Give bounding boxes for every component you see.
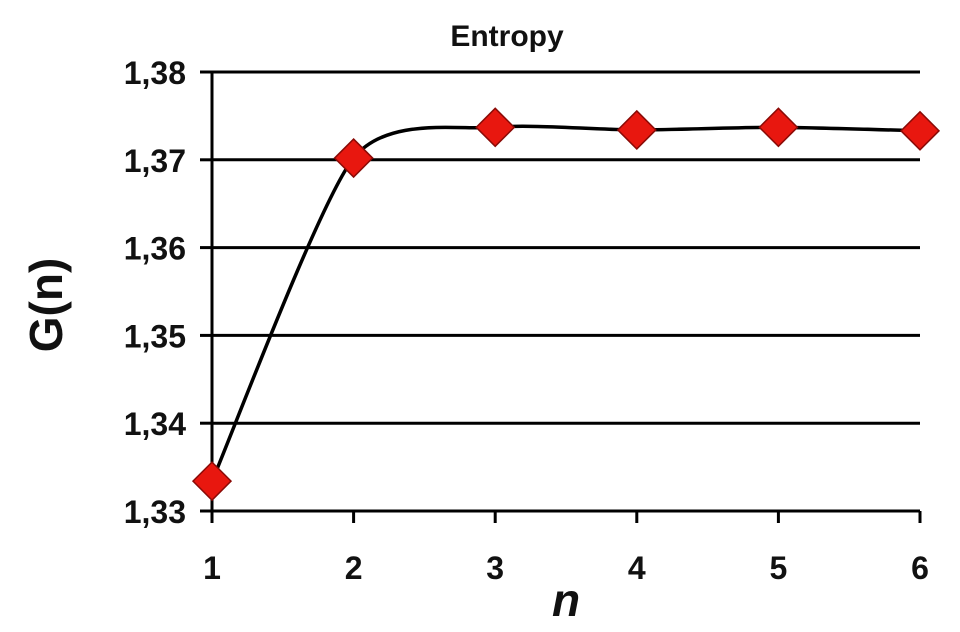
data-markers [191,107,941,502]
y-tick-label-0: 1,33 [124,494,186,530]
y-axis-title: G(n) [20,258,72,353]
data-point-5 [758,107,799,148]
x-tick-label-2: 3 [486,550,504,586]
x-tick-label-5: 6 [911,550,929,586]
x-tick-label-3: 4 [628,550,646,586]
tick-labels: 1,33 1,34 1,35 1,36 1,37 1,38 1 2 3 4 5 6 [124,55,929,586]
x-tick-label-1: 2 [345,550,363,586]
data-point-4 [616,109,657,151]
series-0-trend-line [210,124,922,483]
y-tick-label-5: 1,38 [124,55,186,91]
x-tick-label-0: 1 [203,550,221,586]
trend-line-group [210,124,922,483]
y-tick-label-1: 1,34 [124,406,186,442]
y-tick-label-2: 1,35 [124,318,186,354]
data-point-1 [191,461,233,502]
data-point-2 [333,137,374,179]
grid-lines [212,70,920,425]
data-point-3 [475,107,516,148]
data-point-6 [899,110,941,151]
y-tick-label-3: 1,36 [124,231,186,267]
x-tick-label-4: 5 [770,550,788,586]
chart-title: Entropy [450,20,564,53]
y-tick-label-4: 1,37 [124,143,186,179]
x-axis-title: n [552,574,580,626]
axes [200,70,922,523]
